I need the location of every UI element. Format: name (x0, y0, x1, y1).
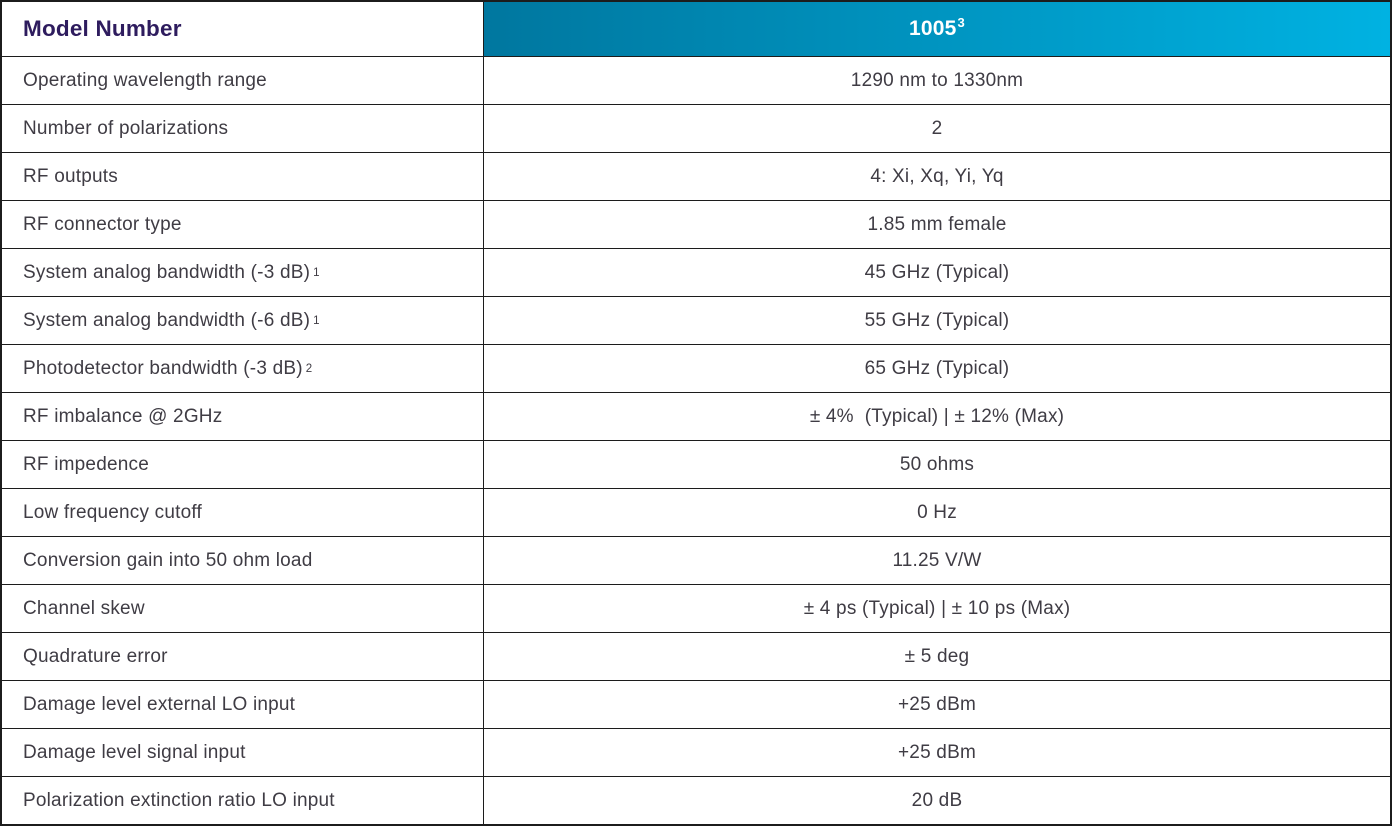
spec-value: 0 Hz (917, 501, 957, 523)
spec-value: +25 dBm (898, 693, 976, 715)
spec-label: Damage level external LO input (23, 693, 296, 715)
spec-value: 45 GHz (Typical) (864, 261, 1010, 283)
model-number-header-cell: Model Number (2, 2, 484, 56)
model-number-text: 10053 (909, 15, 965, 41)
table-row: Low frequency cutoff 0 Hz (2, 488, 1390, 536)
table-row: Polarization extinction ratio LO input 2… (2, 776, 1390, 824)
spec-value-cell: 2 (484, 105, 1390, 152)
spec-value-cell: 55 GHz (Typical) (484, 297, 1390, 344)
spec-value: 11.25 V/W (892, 549, 982, 571)
spec-label-cell: RF impedence (2, 441, 484, 488)
spec-label-cell: Conversion gain into 50 ohm load (2, 537, 484, 584)
table-row: System analog bandwidth (-3 dB) 1 45 GHz … (2, 248, 1390, 296)
model-number: 1005 (909, 17, 957, 40)
spec-value: ± 4 ps (Typical) | ± 10 ps (Max) (803, 597, 1071, 619)
spec-value-cell: ± 4 ps (Typical) | ± 10 ps (Max) (484, 585, 1390, 632)
spec-value-cell: +25 dBm (484, 681, 1390, 728)
spec-value-cell: ± 4% (Typical) | ± 12% (Max) (484, 393, 1390, 440)
spec-value: 1290 nm to 1330nm (850, 69, 1024, 91)
spec-value: 50 ohms (899, 453, 975, 475)
spec-label: Polarization extinction ratio LO input (23, 789, 335, 811)
spec-label: Photodetector bandwidth (-3 dB) (23, 357, 303, 379)
spec-value: 55 GHz (Typical) (864, 309, 1010, 331)
model-footnote-marker: 3 (957, 15, 965, 30)
spec-value-cell: ± 5 deg (484, 633, 1390, 680)
spec-label-cell: Damage level external LO input (2, 681, 484, 728)
spec-label: RF impedence (23, 453, 149, 475)
model-number-header-label: Model Number (23, 16, 182, 41)
spec-label-cell: System analog bandwidth (-6 dB) 1 (2, 297, 484, 344)
spec-label-cell: Quadrature error (2, 633, 484, 680)
spec-label: Operating wavelength range (23, 69, 267, 91)
spec-label-cell: Polarization extinction ratio LO input (2, 777, 484, 824)
spec-label-cell: Low frequency cutoff (2, 489, 484, 536)
spec-value: 1.85 mm female (867, 213, 1007, 235)
spec-value-cell: +25 dBm (484, 729, 1390, 776)
spec-value-cell: 45 GHz (Typical) (484, 249, 1390, 296)
spec-value: ± 5 deg (904, 645, 970, 667)
spec-label: Quadrature error (23, 645, 168, 667)
table-row: System analog bandwidth (-6 dB) 1 55 GHz … (2, 296, 1390, 344)
spec-value-cell: 50 ohms (484, 441, 1390, 488)
spec-value-cell: 11.25 V/W (484, 537, 1390, 584)
spec-value: 2 (931, 117, 943, 139)
spec-value: +25 dBm (898, 741, 976, 763)
spec-label: RF outputs (23, 165, 118, 187)
spec-label: Damage level signal input (23, 741, 246, 763)
spec-label: System analog bandwidth (-3 dB) (23, 261, 311, 283)
table-header-row: Model Number 10053 (2, 2, 1390, 56)
spec-label-cell: Operating wavelength range (2, 57, 484, 104)
table-row: Damage level signal input +25 dBm (2, 728, 1390, 776)
table-row: RF imbalance @ 2GHz ± 4% (Typical) | ± 1… (2, 392, 1390, 440)
spec-label-cell: RF imbalance @ 2GHz (2, 393, 484, 440)
spec-label-cell: Photodetector bandwidth (-3 dB) 2 (2, 345, 484, 392)
spec-label-cell: Channel skew (2, 585, 484, 632)
table-row: RF impedence 50 ohms (2, 440, 1390, 488)
spec-label-cell: Damage level signal input (2, 729, 484, 776)
spec-label-cell: RF connector type (2, 201, 484, 248)
spec-value-cell: 1290 nm to 1330nm (484, 57, 1390, 104)
spec-label: Channel skew (23, 597, 145, 619)
spec-label-cell: System analog bandwidth (-3 dB) 1 (2, 249, 484, 296)
spec-value-cell: 4: Xi, Xq, Yi, Yq (484, 153, 1390, 200)
spec-label: Low frequency cutoff (23, 501, 202, 523)
spec-label-cell: Number of polarizations (2, 105, 484, 152)
model-number-value-cell: 10053 (484, 2, 1390, 56)
spec-value: 20 dB (911, 789, 963, 811)
spec-label: System analog bandwidth (-6 dB) (23, 309, 311, 331)
table-row: Quadrature error ± 5 deg (2, 632, 1390, 680)
table-row: Channel skew ± 4 ps (Typical) | ± 10 ps … (2, 584, 1390, 632)
spec-value-cell: 20 dB (484, 777, 1390, 824)
spec-value: 65 GHz (Typical) (864, 357, 1010, 379)
spec-value: ± 4% (Typical) | ± 12% (Max) (809, 405, 1065, 427)
table-row: Conversion gain into 50 ohm load 11.25 V… (2, 536, 1390, 584)
table-row: Operating wavelength range 1290 nm to 13… (2, 56, 1390, 104)
table-row: Damage level external LO input +25 dBm (2, 680, 1390, 728)
spec-value-cell: 0 Hz (484, 489, 1390, 536)
spec-label: Conversion gain into 50 ohm load (23, 549, 313, 571)
spec-value: 4: Xi, Xq, Yi, Yq (870, 165, 1004, 187)
table-row: RF outputs 4: Xi, Xq, Yi, Yq (2, 152, 1390, 200)
table-row: RF connector type 1.85 mm female (2, 200, 1390, 248)
spec-label: RF connector type (23, 213, 182, 235)
spec-label-cell: RF outputs (2, 153, 484, 200)
table-row: Photodetector bandwidth (-3 dB) 2 65 GHz … (2, 344, 1390, 392)
table-row: Number of polarizations 2 (2, 104, 1390, 152)
spec-label: Number of polarizations (23, 117, 229, 139)
spec-label: RF imbalance @ 2GHz (23, 405, 223, 427)
spec-value-cell: 65 GHz (Typical) (484, 345, 1390, 392)
spec-value-cell: 1.85 mm female (484, 201, 1390, 248)
